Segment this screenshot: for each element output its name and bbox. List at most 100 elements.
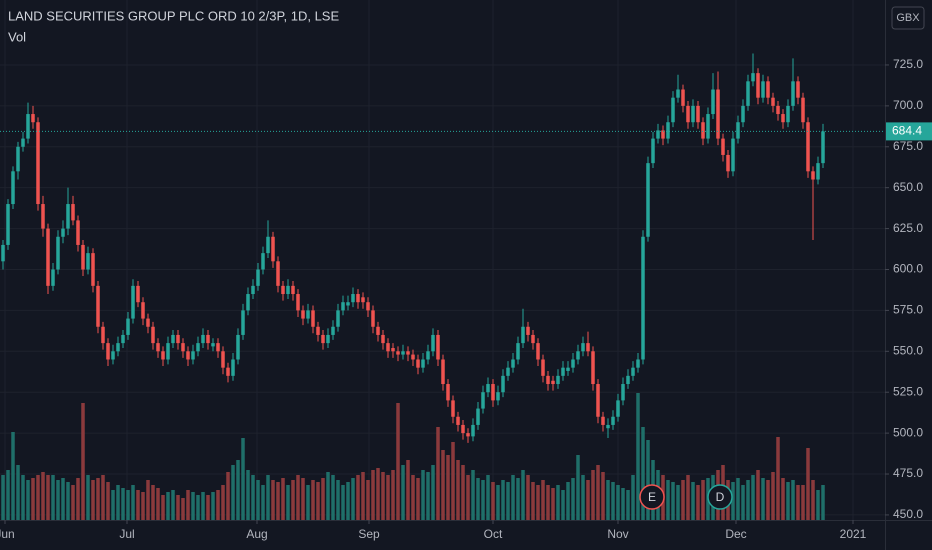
- candle-body: [416, 359, 420, 368]
- candle-body: [611, 416, 615, 425]
- volume-bar: [646, 440, 650, 520]
- candle-body: [751, 73, 755, 82]
- volume-bar: [751, 475, 755, 520]
- volume-bar: [821, 485, 825, 520]
- volume-bar: [306, 485, 310, 520]
- volume-bar: [381, 472, 385, 520]
- candle-body: [371, 310, 375, 327]
- candle-body: [731, 138, 735, 172]
- x-tick-label: Jul: [119, 527, 134, 541]
- candle-body: [351, 294, 355, 303]
- y-tick-label: 600.0: [893, 262, 923, 276]
- volume-bar: [216, 490, 220, 520]
- candle-body: [451, 400, 455, 417]
- volume-bar: [6, 470, 10, 520]
- volume-bar: [21, 475, 25, 520]
- volume-bar: [231, 465, 235, 520]
- candle-body: [321, 334, 325, 344]
- volume-bar: [446, 455, 450, 520]
- candle-body: [401, 351, 405, 355]
- volume-bar: [771, 472, 775, 520]
- candle-body: [716, 89, 720, 139]
- candle-body: [271, 236, 275, 262]
- volume-bar: [636, 393, 640, 520]
- candle-body: [161, 351, 165, 360]
- volume-bar: [226, 472, 230, 520]
- candle-body: [736, 122, 740, 139]
- x-tick-label: Aug: [246, 527, 267, 541]
- candle-body: [166, 343, 170, 360]
- candle-body: [551, 380, 555, 385]
- volume-bar: [121, 488, 125, 520]
- volume-bar: [366, 480, 370, 520]
- currency[interactable]: GBX: [896, 12, 920, 24]
- candle-body: [486, 384, 490, 393]
- candle-body: [241, 310, 245, 335]
- candle-body: [86, 253, 90, 270]
- volume-bar: [241, 438, 245, 520]
- volume-bar: [691, 482, 695, 520]
- volume-label: Vol: [8, 29, 26, 44]
- volume-bar: [421, 470, 425, 520]
- candle-body: [676, 89, 680, 98]
- candle-body: [506, 367, 510, 376]
- candle-body: [51, 269, 55, 286]
- volume-bar: [431, 465, 435, 520]
- candle-body: [781, 114, 785, 123]
- candle-body: [721, 138, 725, 155]
- x-tick-label: 2021: [840, 527, 867, 541]
- volume-bar: [171, 490, 175, 520]
- volume-bar: [696, 485, 700, 520]
- candle-body: [801, 97, 805, 123]
- y-tick-label: 525.0: [893, 384, 923, 398]
- candle-body: [806, 122, 810, 172]
- candle-body: [331, 326, 335, 335]
- candle-body: [101, 326, 105, 344]
- volume-bar: [536, 485, 540, 520]
- volume-bar: [221, 485, 225, 520]
- candle-body: [286, 285, 290, 295]
- volume-bar: [296, 475, 300, 520]
- grid: [0, 0, 885, 520]
- volume-bar: [201, 492, 205, 520]
- candle-body: [216, 343, 220, 352]
- volume-bar: [196, 495, 200, 520]
- candle-body: [306, 310, 310, 319]
- candle-body: [106, 343, 110, 360]
- candle-body: [591, 351, 595, 385]
- candle-body: [301, 310, 305, 319]
- volume-bar: [141, 492, 145, 520]
- volume-bar: [56, 480, 60, 520]
- volume-bar: [801, 485, 805, 520]
- volume-bar: [791, 480, 795, 520]
- volume-bar: [71, 485, 75, 520]
- volume-bar: [756, 470, 760, 520]
- currency-badge[interactable]: [891, 6, 925, 30]
- candle-body: [46, 228, 50, 286]
- candle-body: [206, 334, 210, 344]
- volume-bar: [746, 480, 750, 520]
- volume-bar: [91, 480, 95, 520]
- volume-bar: [266, 475, 270, 520]
- candle-body: [541, 359, 545, 376]
- candle-body: [711, 89, 715, 115]
- candle-body: [596, 384, 600, 417]
- x-tick-label: Jun: [0, 527, 15, 541]
- volume-bar: [561, 490, 565, 520]
- x-tick-label: Sep: [358, 527, 380, 541]
- candle-body: [231, 359, 235, 376]
- volume-bar: [456, 460, 460, 520]
- candle-body: [81, 244, 85, 270]
- volume-bar: [51, 475, 55, 520]
- x-tick-label: Oct: [484, 527, 503, 541]
- candle-body: [336, 310, 340, 327]
- candle-body: [511, 359, 515, 368]
- candle-body: [91, 253, 95, 286]
- candle-body: [666, 122, 670, 139]
- volume-bar: [111, 490, 115, 520]
- candle-body: [646, 163, 650, 237]
- volume-bar: [101, 475, 105, 520]
- volume-bar: [271, 480, 275, 520]
- candle-body: [571, 359, 575, 368]
- volume-bar: [281, 478, 285, 520]
